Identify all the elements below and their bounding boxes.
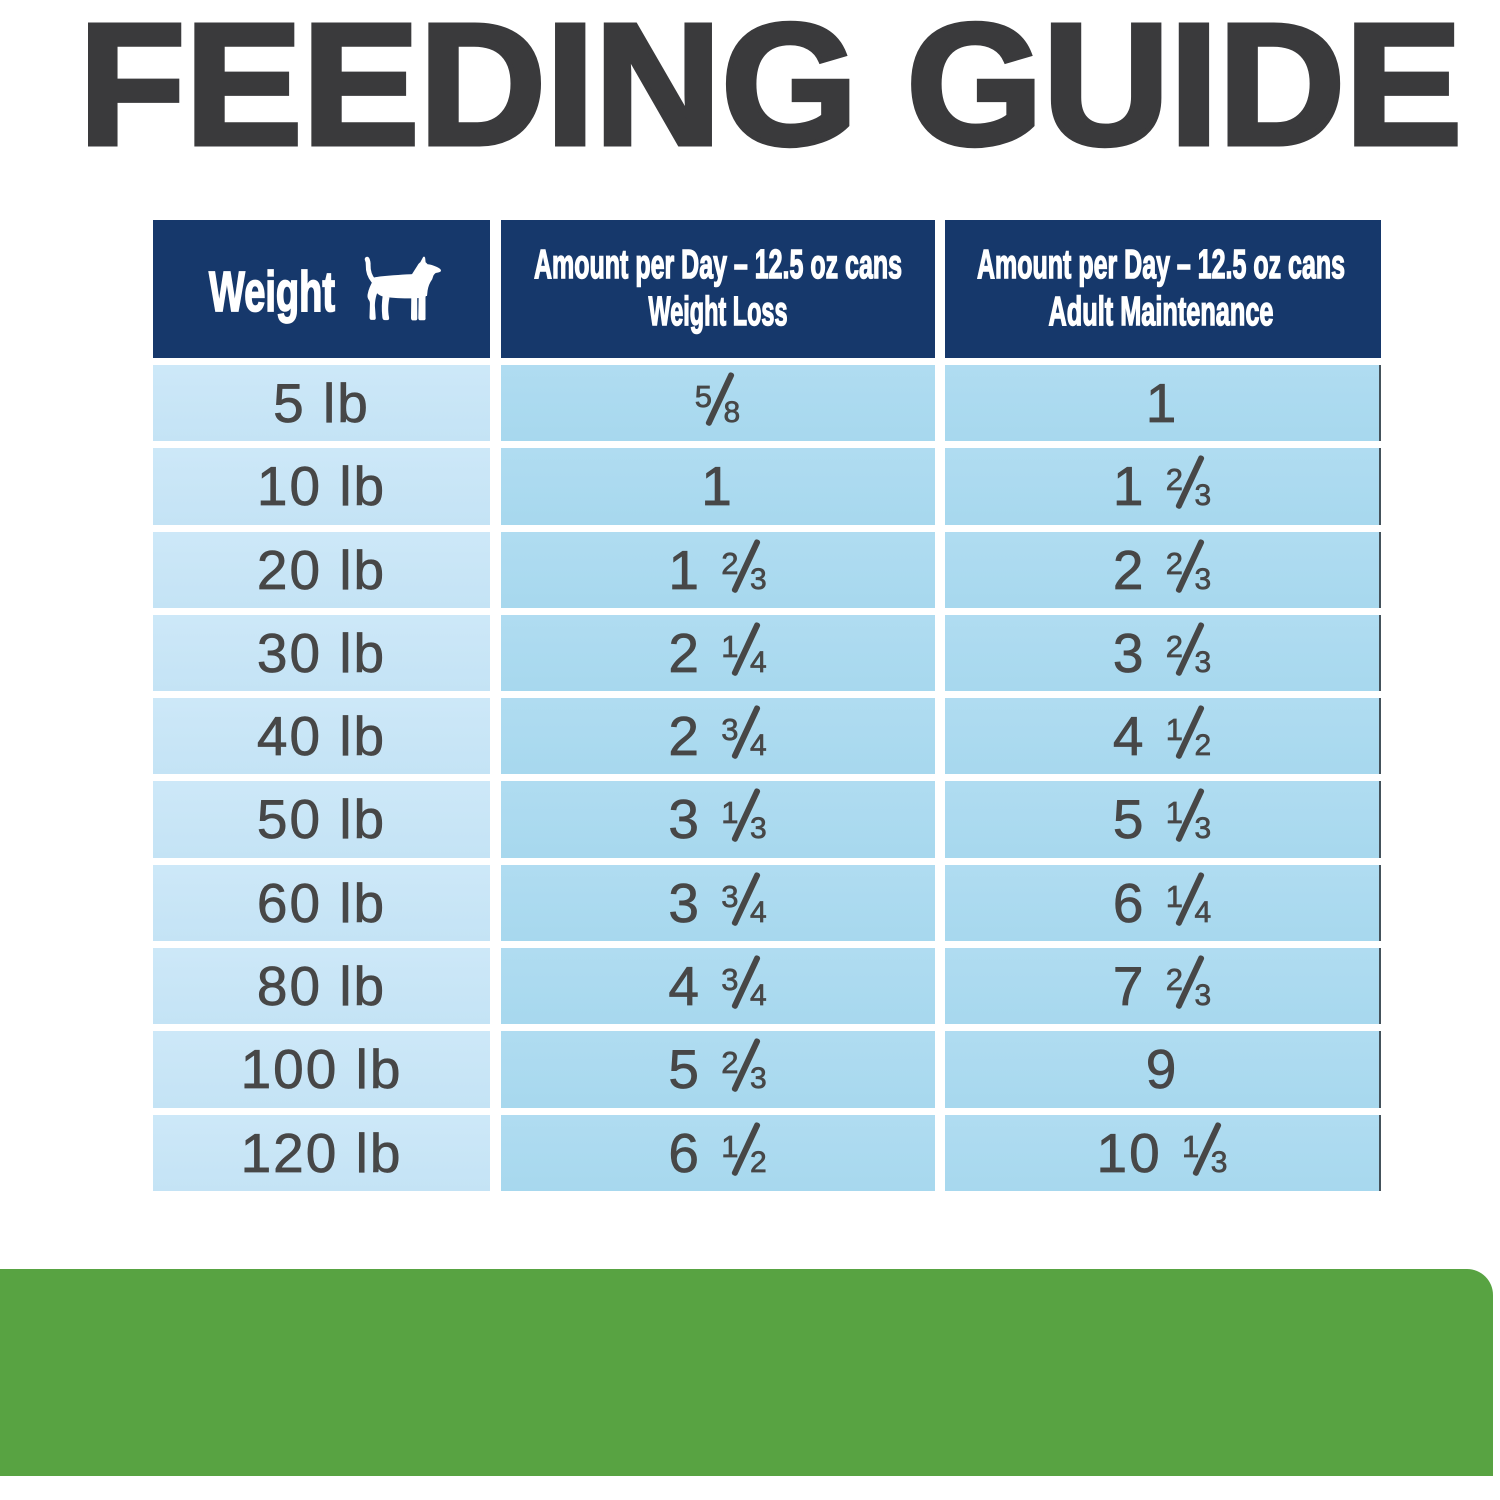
svg-text:Amount per Day – 12.5 oz cans: Amount per Day – 12.5 oz cans xyxy=(977,241,1345,287)
svg-text:Weight Loss: Weight Loss xyxy=(648,288,787,334)
svg-text:Weight: Weight xyxy=(209,260,335,324)
svg-text:Amount per Day – 12.5 oz cans: Amount per Day – 12.5 oz cans xyxy=(534,241,902,287)
svg-text:Adult Maintenance: Adult Maintenance xyxy=(1049,288,1274,334)
svg-text:FEEDING GUIDE: FEEDING GUIDE xyxy=(88,0,1462,180)
